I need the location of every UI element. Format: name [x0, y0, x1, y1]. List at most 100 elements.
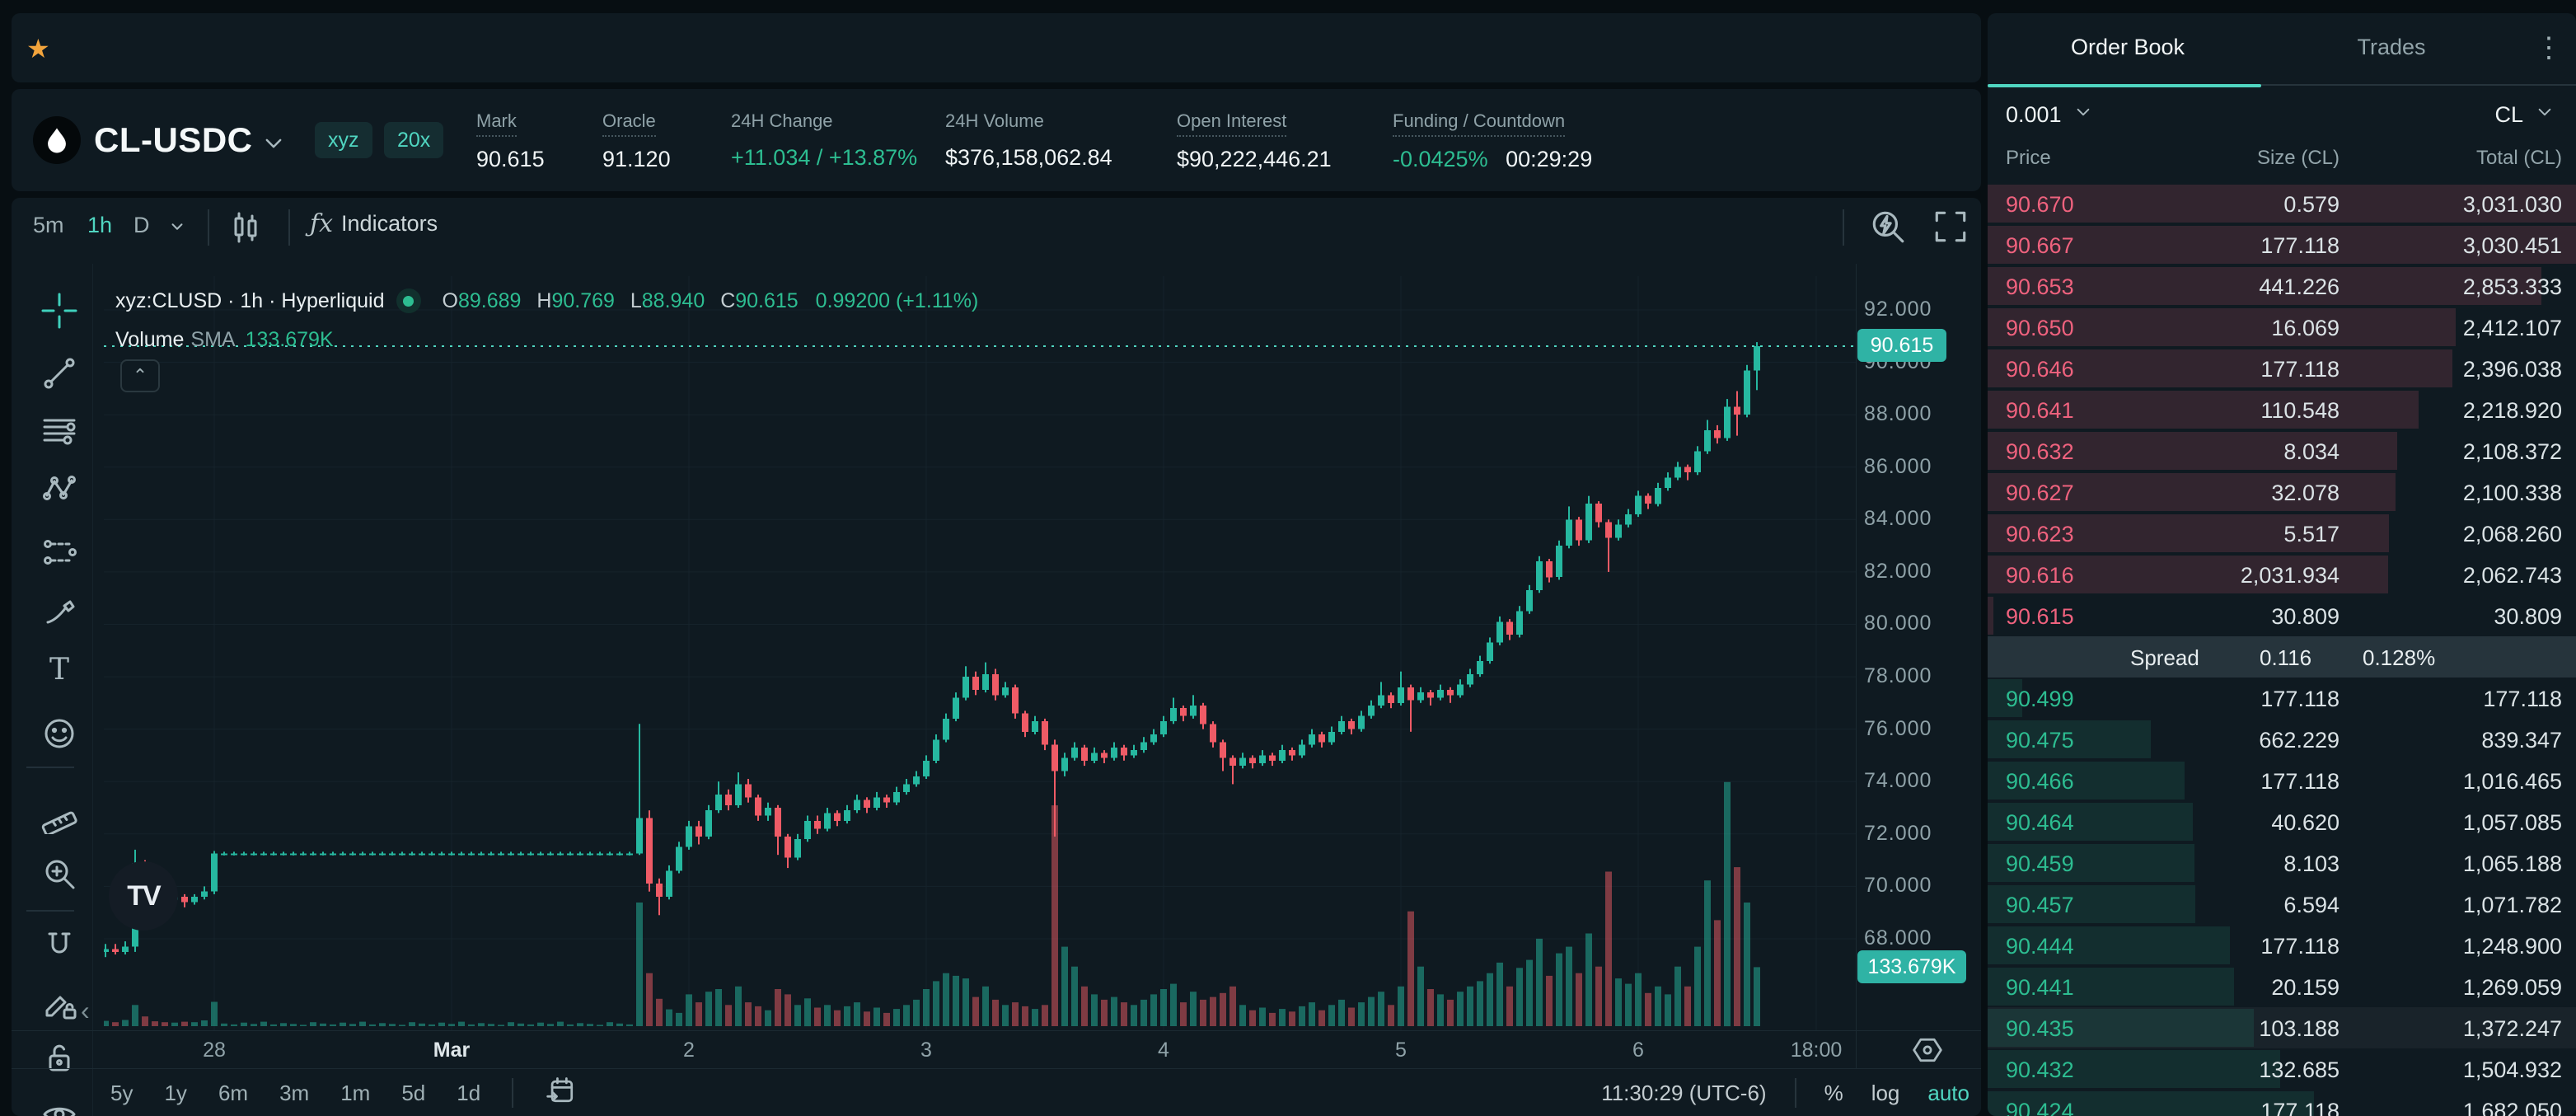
hide-drawings-eye-icon[interactable] [41, 1096, 77, 1116]
bottom-toolbar-border [12, 1068, 1981, 1069]
order-book-row[interactable]: 90.475 662.229 839.347 [1988, 719, 2576, 760]
stat-label[interactable]: Mark [476, 110, 517, 137]
chart-toolbar: 5m 1h D ƒx Indicators [12, 198, 1981, 257]
price-axis-label: 84.000 [1864, 507, 1932, 531]
favorite-star-icon[interactable]: ★ [26, 34, 50, 63]
order-book-row[interactable]: 90.499 177.118 177.118 [1988, 678, 2576, 719]
order-book-total: 1,372.247 [2462, 1016, 2562, 1041]
depth-bar [1988, 926, 2231, 964]
order-book-size: 177.118 [2260, 934, 2339, 959]
percent-scale-button[interactable]: % [1824, 1080, 1843, 1105]
leverage-badge[interactable]: 20x [384, 122, 444, 158]
order-book-size: 132.685 [2259, 1057, 2339, 1082]
time-axis-label: 5 [1395, 1039, 1407, 1062]
order-book-total: 2,068.260 [2462, 522, 2562, 546]
interval-d[interactable]: D [133, 213, 150, 237]
indicators-button[interactable]: ƒx Indicators [310, 209, 438, 238]
order-book-row[interactable]: 90.646 177.118 2,396.038 [1988, 348, 2576, 389]
order-book-price: 90.627 [2006, 481, 2074, 505]
range-1d[interactable]: 1d [457, 1080, 481, 1105]
tab-order-book[interactable]: Order Book [2070, 35, 2185, 59]
stat-label[interactable]: Open Interest [1177, 110, 1287, 137]
time-axis[interactable]: 28 Mar 2 3 4 5 6 18:00 [104, 1032, 1856, 1068]
legend-series-title[interactable]: xyz:CLUSD · 1h · Hyperliquid [115, 288, 385, 312]
log-scale-button[interactable]: log [1871, 1080, 1900, 1105]
unit-select[interactable]: CL [2494, 101, 2556, 129]
magnet-tool-icon[interactable] [41, 927, 77, 964]
candlestick-chart[interactable] [104, 276, 1856, 1030]
order-book-price: 90.650 [2006, 316, 2074, 340]
order-book-row[interactable]: 90.424 177.118 1,682.050 [1988, 1090, 2576, 1116]
stat-value: 91.120 [602, 147, 671, 171]
brush-tool-icon[interactable] [41, 594, 77, 631]
stat-label[interactable]: Funding / Countdown [1393, 110, 1566, 137]
tick-size-select[interactable]: 0.001 [2006, 101, 2095, 129]
time-axis-border [12, 1030, 1981, 1031]
order-book-row[interactable]: 90.632 8.034 2,108.372 [1988, 430, 2576, 471]
interval-chevron-down-icon[interactable] [165, 214, 190, 243]
zoom-in-tool-icon[interactable] [41, 856, 77, 892]
range-6m[interactable]: 6m [218, 1080, 249, 1105]
drawing-mode-lock-icon[interactable] [41, 985, 77, 1021]
range-1m[interactable]: 1m [340, 1080, 371, 1105]
order-book-row[interactable]: 90.650 16.069 2,412.107 [1988, 307, 2576, 348]
text-tool-icon[interactable]: T [41, 652, 77, 688]
column-size: Size (CL) [2256, 147, 2339, 169]
legend-collapse-button[interactable]: ⌃ [120, 359, 160, 392]
order-book-row[interactable]: 90.616 2,031.934 2,062.743 [1988, 554, 2576, 595]
tab-trades[interactable]: Trades [2357, 35, 2426, 59]
order-book-row[interactable]: 90.459 8.103 1,065.188 [1988, 842, 2576, 884]
order-book-row[interactable]: 90.435 103.188 1,372.247 [1988, 1007, 2576, 1048]
order-book-row[interactable]: 90.667 177.118 3,030.451 [1988, 224, 2576, 265]
range-1y[interactable]: 1y [164, 1080, 187, 1105]
market-status-icon[interactable] [396, 288, 421, 313]
interval-1h[interactable]: 1h [87, 213, 113, 237]
toolbar-collapse-chevron-icon[interactable]: ‹ [81, 996, 90, 1025]
order-book-row[interactable]: 90.432 132.685 1,504.932 [1988, 1048, 2576, 1090]
trend-line-tool-icon[interactable] [41, 355, 77, 392]
axis-settings-icon[interactable] [1910, 1034, 1946, 1067]
go-to-date-icon[interactable] [545, 1074, 578, 1113]
fib-lines-tool-icon[interactable] [41, 413, 77, 449]
price-axis-label: 74.000 [1864, 769, 1932, 793]
range-3m[interactable]: 3m [279, 1080, 310, 1105]
dex-badge[interactable]: xyz [315, 122, 372, 158]
stat-value: $376,158,062.84 [945, 145, 1112, 170]
order-book-size: 32.078 [2271, 481, 2339, 505]
stat-label[interactable]: Oracle [602, 110, 656, 137]
order-book-row[interactable]: 90.444 177.118 1,248.900 [1988, 925, 2576, 966]
asset-chevron-down-icon[interactable] [259, 129, 288, 162]
timezone-clock[interactable]: 11:30:29 (UTC-6) [1601, 1080, 1767, 1105]
position-tool-icon[interactable] [41, 534, 77, 570]
order-book-row[interactable]: 90.441 20.159 1,269.059 [1988, 966, 2576, 1007]
order-book-row[interactable]: 90.466 177.118 1,016.465 [1988, 760, 2576, 801]
asset-symbol[interactable]: CL-USDC [94, 120, 253, 159]
emoji-tool-icon[interactable] [41, 715, 77, 752]
order-book-size: 177.118 [2260, 769, 2339, 794]
fullscreen-icon[interactable] [1932, 208, 1969, 250]
auto-scale-button[interactable]: auto [1927, 1080, 1969, 1105]
ruler-tool-icon[interactable] [41, 798, 77, 837]
order-book-row[interactable]: 90.457 6.594 1,071.782 [1988, 884, 2576, 925]
order-book-row[interactable]: 90.615 30.809 30.809 [1988, 595, 2576, 636]
order-book-row[interactable]: 90.653 441.226 2,853.333 [1988, 265, 2576, 307]
order-book-total: 1,071.782 [2462, 893, 2562, 917]
order-book-row[interactable]: 90.623 5.517 2,068.260 [1988, 513, 2576, 554]
svg-text:T: T [49, 653, 69, 687]
order-book-menu-icon[interactable]: ⋮ [2535, 32, 2563, 63]
crosshair-tool-icon[interactable] [41, 293, 77, 329]
quick-search-icon[interactable] [1869, 208, 1907, 250]
order-book-row[interactable]: 90.464 40.620 1,057.085 [1988, 801, 2576, 842]
order-book-row[interactable]: 90.670 0.579 3,031.030 [1988, 183, 2576, 224]
pattern-tool-icon[interactable] [41, 471, 77, 507]
order-book-row[interactable]: 90.641 110.548 2,218.920 [1988, 389, 2576, 430]
interval-5m[interactable]: 5m [33, 213, 64, 237]
range-5y[interactable]: 5y [110, 1080, 133, 1105]
price-axis-label: 92.000 [1864, 298, 1932, 321]
candle-style-icon[interactable] [227, 209, 264, 250]
order-book-row[interactable]: 90.627 32.078 2,100.338 [1988, 471, 2576, 513]
stat-mark: Mark 90.615 [476, 110, 545, 172]
range-5d[interactable]: 5d [401, 1080, 426, 1105]
lock-all-icon[interactable] [41, 1039, 77, 1076]
depth-bar [1988, 1091, 2315, 1116]
